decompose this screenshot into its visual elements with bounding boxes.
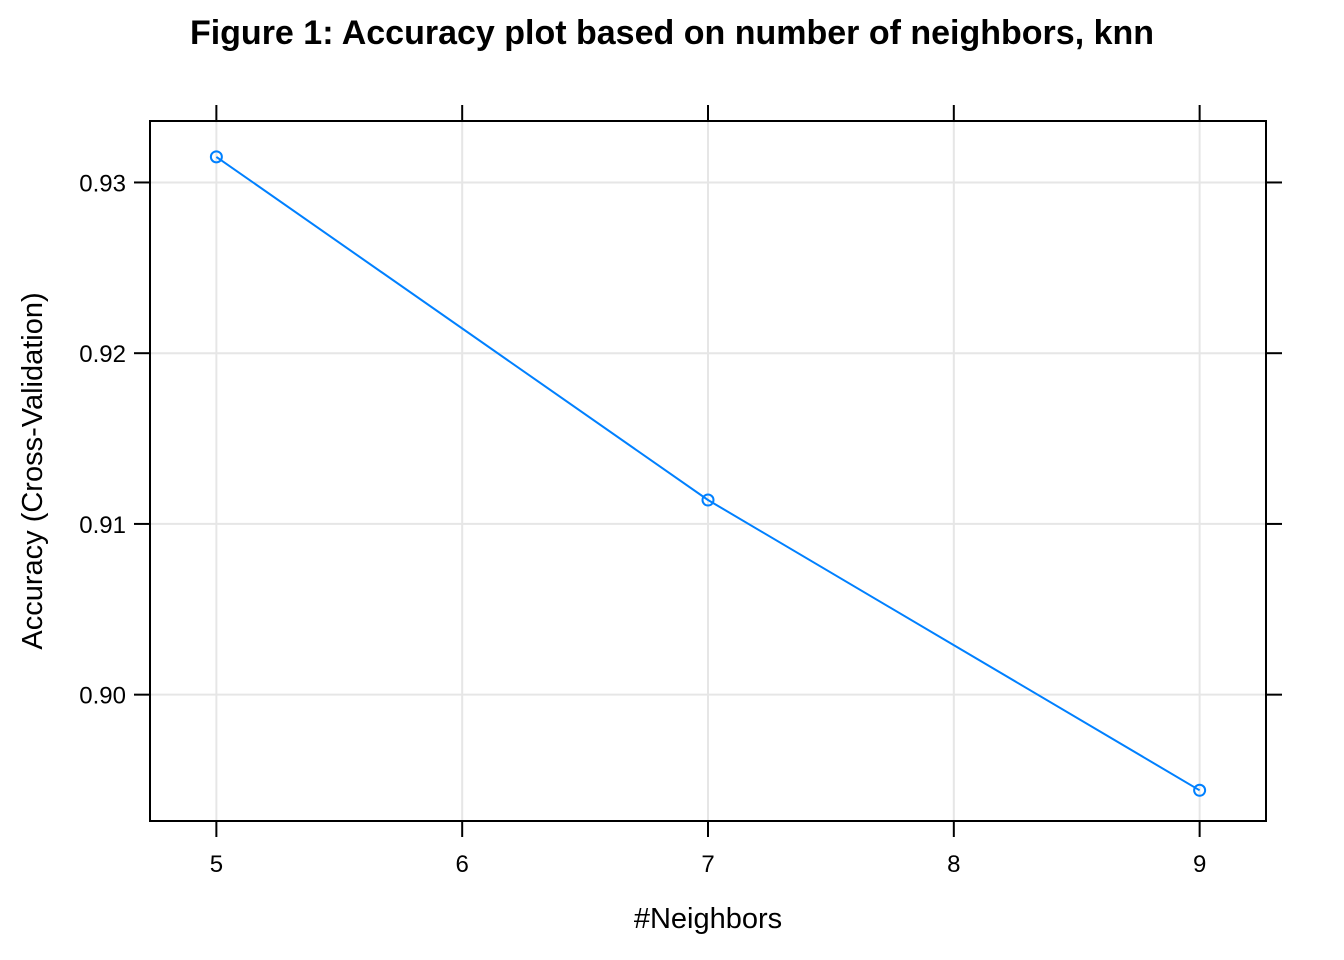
y-tick-label-0.93: 0.93: [79, 170, 126, 197]
data-point-k7: [701, 493, 715, 507]
series-line-0: [215, 156, 1201, 792]
data-point-k5: [209, 150, 223, 164]
x-tick-label-6: 6: [456, 851, 469, 878]
x-axis-label: #Neighbors: [634, 903, 782, 935]
y-tick-label-0.91: 0.91: [79, 512, 126, 539]
chart-title: Figure 1: Accuracy plot based on number …: [190, 14, 1154, 52]
data-point-k9: [1193, 783, 1207, 797]
x-tick-label-5: 5: [210, 851, 223, 878]
series-layer: [209, 150, 1207, 797]
y-tick-label-0.92: 0.92: [79, 341, 126, 368]
y-tick-label-0.90: 0.90: [79, 683, 126, 710]
x-tick-label-9: 9: [1193, 851, 1206, 878]
y-axis-label: Accuracy (Cross-Validation): [17, 292, 49, 649]
axis-ticks: [134, 105, 1282, 837]
grid-lines: [150, 121, 1266, 821]
tick-labels: 5 6 7 8 9 0.90 0.91 0.92 0.93: [79, 170, 1206, 878]
x-tick-label-7: 7: [701, 851, 714, 878]
x-tick-label-8: 8: [947, 851, 960, 878]
